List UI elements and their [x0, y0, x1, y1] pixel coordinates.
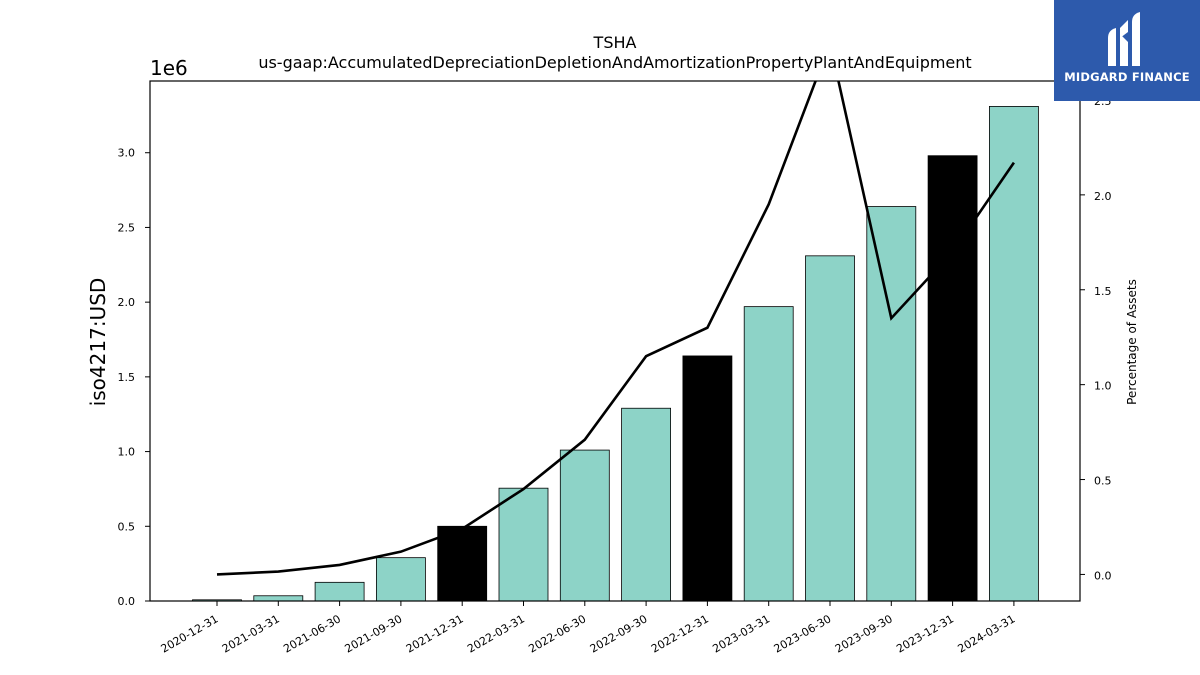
x-tick-label: 2022-09-30 — [588, 612, 650, 655]
y2-axis-label: Percentage of Assets — [1125, 279, 1139, 405]
bar-2024-03-31 — [989, 106, 1039, 602]
bar-2022-06-30 — [559, 449, 610, 602]
logo-text: MIDGARD FINANCE — [1064, 70, 1190, 84]
x-tick-label: 2024-03-31 — [956, 612, 1018, 655]
y-offset-label: 1e6 — [150, 56, 188, 80]
bars-group — [192, 106, 1039, 602]
y-tick-label: 2.0 — [118, 296, 136, 309]
bar-2023-06-30 — [805, 255, 855, 602]
x-tick-label: 2023-06-30 — [772, 612, 834, 655]
x-tick-label: 2021-12-31 — [404, 612, 466, 655]
x-tick-label: 2022-06-30 — [526, 612, 588, 655]
y-tick-label: 1.0 — [118, 446, 136, 459]
bar-2022-12-31 — [682, 355, 733, 602]
bar-2021-09-30 — [375, 557, 426, 602]
y-tick-label: 0.0 — [118, 595, 136, 608]
chart-subtitle: us-gaap:AccumulatedDepreciationDepletion… — [258, 53, 971, 72]
x-tick-label: 2022-12-31 — [649, 612, 711, 655]
logo-badge: MIDGARD FINANCE — [1054, 0, 1200, 101]
y2-tick-label: 2.0 — [1094, 190, 1112, 203]
y-tick-label: 0.5 — [118, 520, 136, 533]
bar-2023-09-30 — [866, 206, 917, 602]
x-tick-label: 2022-03-31 — [465, 612, 527, 655]
bar-2023-12-31 — [927, 155, 978, 602]
bar-2021-12-31 — [437, 525, 488, 602]
x-tick-label: 2021-03-31 — [220, 612, 282, 655]
bar-2021-03-31 — [253, 595, 304, 602]
x-tick-label: 2021-09-30 — [343, 612, 405, 655]
y2-tick-label: 0.5 — [1094, 475, 1112, 488]
x-tick-label: 2023-03-31 — [710, 612, 772, 655]
x-tick-label: 2021-06-30 — [281, 612, 343, 655]
y-tick-label: 2.5 — [118, 221, 136, 234]
x-tick-label: 2023-09-30 — [833, 612, 895, 655]
midgard-logo-icon — [1108, 12, 1140, 66]
bar-2022-09-30 — [621, 407, 671, 602]
y-axis-label: iso4217:USD — [86, 278, 110, 407]
y2-tick-label: 1.0 — [1094, 380, 1112, 393]
percentage-line — [216, 81, 1015, 576]
chart-title: TSHA — [593, 33, 637, 52]
x-tick-label: 2020-12-31 — [159, 612, 221, 655]
y-tick-label: 1.5 — [118, 371, 136, 384]
y2-tick-label: 1.5 — [1094, 285, 1112, 298]
y2-tick-label: 0.0 — [1094, 569, 1112, 582]
bar-2023-03-31 — [743, 306, 794, 602]
bar-2022-03-31 — [498, 487, 549, 602]
line-group — [216, 81, 1015, 576]
y-tick-label: 3.0 — [118, 147, 136, 160]
bar-2021-06-30 — [314, 581, 365, 602]
x-tick-label: 2023-12-31 — [894, 612, 956, 655]
plot-frame — [149, 80, 1081, 602]
